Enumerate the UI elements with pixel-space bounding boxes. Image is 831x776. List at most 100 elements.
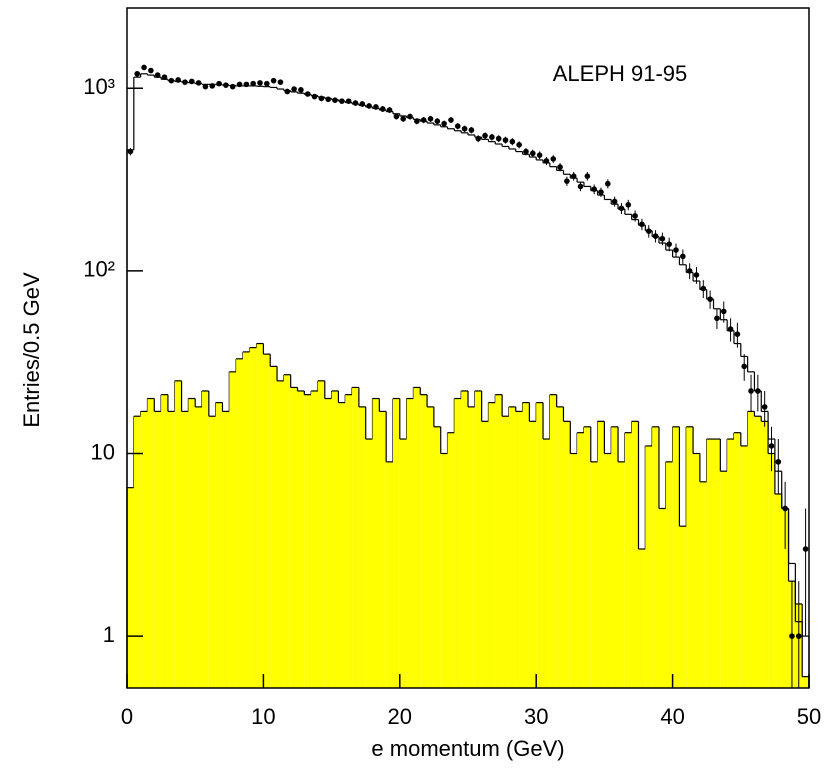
annotation: ALEPH 91-95 <box>553 61 688 86</box>
y-tick-label: 10² <box>83 257 115 282</box>
bin <box>433 426 441 688</box>
bin <box>195 406 203 688</box>
bin <box>604 453 612 688</box>
data-point <box>441 120 447 127</box>
bin <box>747 411 755 688</box>
data-point <box>577 183 584 190</box>
bin <box>727 439 734 688</box>
x-tick-label: 50 <box>797 704 821 729</box>
data-point <box>795 633 802 639</box>
bin <box>311 390 318 688</box>
data-point <box>461 125 468 132</box>
bin <box>236 358 243 688</box>
data-point <box>257 80 263 86</box>
data-point <box>304 91 311 97</box>
bin <box>652 426 659 688</box>
bin <box>733 432 741 688</box>
bin <box>167 411 175 688</box>
bin <box>358 406 366 688</box>
data-point <box>414 118 420 124</box>
data-point <box>707 296 713 302</box>
bin <box>147 398 155 688</box>
bin <box>618 461 625 688</box>
plot-frame <box>126 7 810 689</box>
data-point <box>502 137 509 143</box>
bin <box>495 394 503 688</box>
data-point <box>516 142 522 148</box>
bin <box>768 453 775 688</box>
data-point <box>632 213 638 219</box>
bin <box>372 398 380 688</box>
data-point <box>148 67 154 74</box>
bin <box>440 453 448 688</box>
data-point <box>755 388 761 394</box>
data-point <box>673 247 679 253</box>
data-point <box>202 83 209 90</box>
bin <box>590 461 598 688</box>
data-point <box>127 148 134 155</box>
bin <box>249 347 257 688</box>
x-tick-label: 30 <box>524 704 548 729</box>
bin <box>611 426 619 688</box>
data-point <box>495 135 502 142</box>
bin <box>427 406 434 688</box>
data-point <box>748 388 754 394</box>
bin <box>474 390 482 688</box>
y-tick-label: 1 <box>103 622 115 647</box>
bin <box>679 526 687 688</box>
data-point <box>714 315 720 322</box>
bin <box>502 416 509 688</box>
bin <box>665 461 673 688</box>
bin <box>202 390 209 688</box>
data-point <box>188 78 195 85</box>
bin <box>304 394 312 688</box>
data-point <box>393 113 400 120</box>
bin <box>317 380 325 688</box>
data-point <box>373 104 379 110</box>
data-point <box>427 116 434 122</box>
bin <box>413 387 421 688</box>
data-point <box>270 77 277 84</box>
data-point <box>209 83 216 89</box>
bin <box>386 461 393 688</box>
bin <box>379 411 387 688</box>
data-point <box>802 546 809 552</box>
data-point <box>550 156 557 162</box>
data-point <box>686 268 693 274</box>
data-point <box>318 95 325 102</box>
bin <box>256 343 264 688</box>
bin <box>536 402 544 688</box>
data-point <box>468 127 475 133</box>
bin <box>406 398 414 688</box>
bin <box>638 548 646 688</box>
data-point <box>325 96 331 103</box>
data-point <box>352 100 359 106</box>
data-point <box>182 79 188 85</box>
bin <box>290 387 298 688</box>
data-point <box>379 106 386 112</box>
x-tick-label: 40 <box>660 704 684 729</box>
data-point <box>229 83 236 90</box>
data-point <box>216 80 222 87</box>
data-point <box>509 138 516 145</box>
bin <box>543 439 550 688</box>
bin <box>693 453 700 688</box>
bin <box>263 354 271 688</box>
data-point <box>529 150 536 157</box>
data-point <box>611 198 618 205</box>
bin <box>549 394 557 688</box>
data-point <box>782 505 788 512</box>
bin <box>583 426 591 688</box>
bin <box>454 398 462 688</box>
data-point <box>605 180 611 187</box>
bin <box>242 351 250 688</box>
bin <box>161 394 168 688</box>
bin <box>488 402 496 688</box>
bin <box>563 421 571 688</box>
data-point <box>243 81 250 88</box>
y-tick-label: 10 <box>91 439 115 464</box>
data-point <box>475 135 482 142</box>
bin <box>365 439 373 688</box>
data-point <box>523 148 529 155</box>
data-point <box>175 77 181 83</box>
